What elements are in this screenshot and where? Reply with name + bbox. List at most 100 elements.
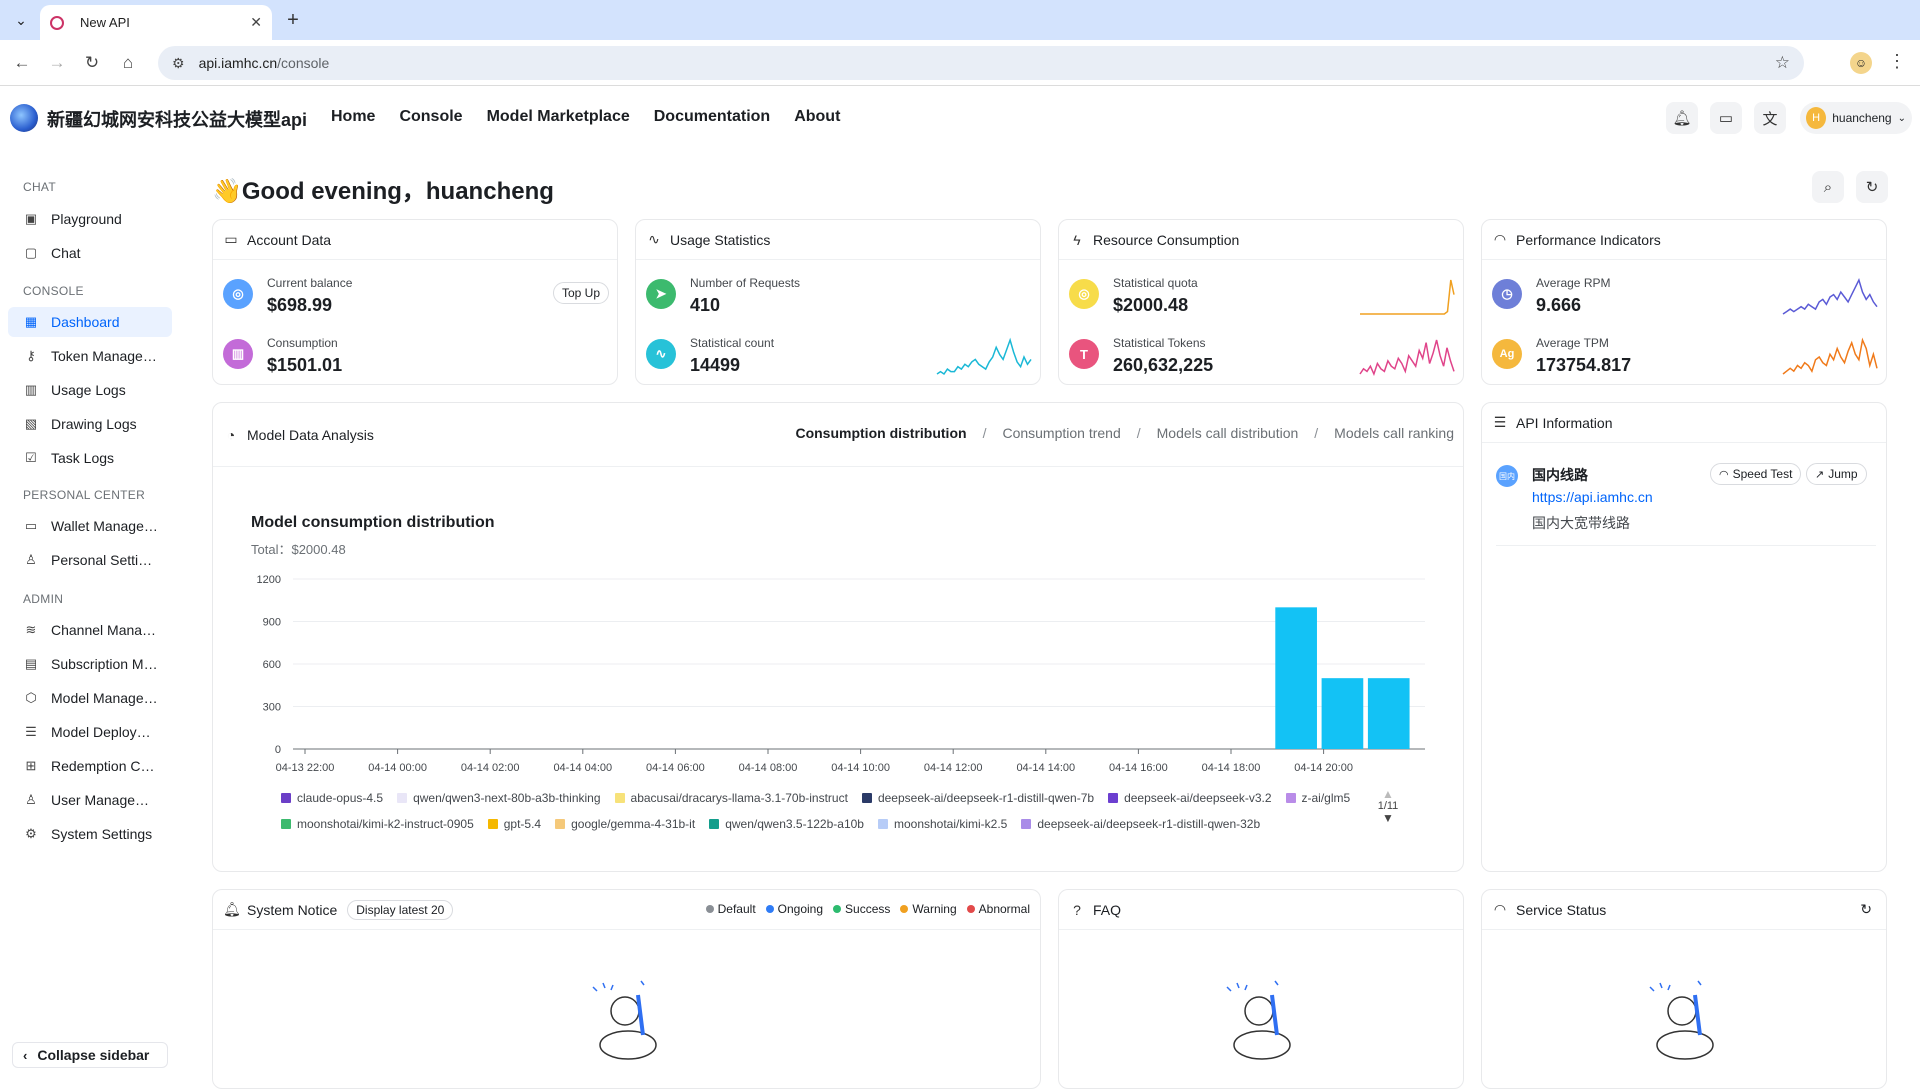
legend-label: abacusai/dracarys-llama-3.1-70b-instruct (630, 791, 848, 805)
legend-label: moonshotai/kimi-k2-instruct-0905 (297, 817, 474, 831)
status-dot (765, 905, 774, 913)
sidebar-item-token-management[interactable]: ⚷ Token Manage… (8, 341, 172, 371)
legend-item[interactable]: gpt-5.4 (487, 817, 541, 831)
back-icon[interactable]: ← (13, 53, 31, 72)
legend-item[interactable]: qwen/qwen3.5-122b-a10b (709, 817, 864, 831)
forward-icon[interactable]: → (48, 53, 66, 72)
browser-tab[interactable]: New API ✕ (40, 5, 272, 40)
refresh-icon[interactable]: ↻ (1856, 171, 1888, 203)
tab-consumption-distribution[interactable]: Consumption distribution (795, 425, 967, 441)
x-tick-label: 04-14 20:00 (1294, 762, 1353, 774)
faq-card: ? FAQ (1058, 889, 1464, 1089)
section-label-personal: PERSONAL CENTER (23, 488, 146, 502)
sidebar-item-channel-management[interactable]: ≋ Channel Mana… (8, 615, 172, 645)
search-icon[interactable]: ⌕ (1812, 171, 1844, 203)
legend-item[interactable]: z-ai/glm5 (1285, 791, 1350, 805)
browser-menu-icon[interactable]: ⋮ (1888, 51, 1906, 71)
bell-icon[interactable]: 🔔︎ (1666, 102, 1698, 134)
cube-icon: ⬡ (25, 690, 37, 705)
sparkline-path (936, 337, 1032, 376)
status-warning: Warning (900, 902, 957, 916)
nav-about[interactable]: About (794, 108, 841, 125)
legend-item[interactable]: google/gemma-4-31b-it (555, 817, 695, 831)
site-logo[interactable] (10, 104, 38, 132)
profile-avatar-icon[interactable]: ☺ (1850, 52, 1872, 74)
home-icon[interactable]: ⌂ (122, 53, 134, 72)
legend-item[interactable]: qwen/qwen3-next-80b-a3b-thinking (397, 791, 601, 805)
address-bar[interactable]: ⚙ api.iamhc.cn/console ☆ (158, 46, 1804, 80)
status-abnormal: Abnormal (966, 902, 1030, 916)
section-label-chat: CHAT (23, 180, 56, 194)
sidebar-item-model-management[interactable]: ⬡ Model Manage… (8, 683, 172, 713)
reload-icon[interactable]: ↻ (84, 53, 100, 72)
status-ongoing: Ongoing (765, 902, 823, 916)
chart-bar (1275, 607, 1317, 749)
sidebar-item-system-settings[interactable]: ⚙ System Settings (8, 819, 172, 849)
legend-item[interactable]: claude-opus-4.5 (281, 791, 383, 805)
tab-models-call-ranking[interactable]: Models call ranking (1334, 425, 1454, 441)
chevron-down-icon: ⌄ (1897, 112, 1906, 124)
legend-item[interactable]: moonshotai/kimi-k2-instruct-0905 (281, 817, 474, 831)
calendar-clock-icon: ▤ (24, 656, 38, 671)
bookmark-star-icon[interactable]: ☆ (1774, 53, 1790, 72)
server-icon: ☰ (1493, 414, 1507, 430)
sidebar-item-task-logs[interactable]: ☑ Task Logs (8, 443, 172, 473)
status-label: Warning (912, 902, 957, 916)
nav-documentation[interactable]: Documentation (653, 108, 771, 125)
top-up-button[interactable]: Top Up (553, 282, 609, 304)
nav-console[interactable]: Console (399, 108, 463, 125)
sidebar-item-chat[interactable]: ▢ Chat (8, 238, 172, 268)
legend-item[interactable]: deepseek-ai/deepseek-r1-distill-qwen-7b (861, 791, 1094, 805)
new-tab-icon[interactable]: + (287, 9, 299, 31)
refresh-icon[interactable]: ↻ (1860, 901, 1872, 917)
sidebar-item-dashboard[interactable]: ▦ Dashboard (8, 307, 172, 337)
status-label: Abnormal (978, 902, 1030, 916)
close-tab-icon[interactable]: ✕ (250, 14, 262, 30)
legend-label: google/gemma-4-31b-it (571, 817, 696, 831)
nav-home[interactable]: Home (331, 108, 376, 125)
sidebar-item-user-management[interactable]: ♙ User Manage… (8, 785, 172, 815)
sidebar-item-label: Dashboard (51, 314, 120, 330)
sidebar-item-drawing-logs[interactable]: ▧ Drawing Logs (8, 409, 172, 439)
balance-value: $698.99 (267, 295, 333, 315)
legend-item[interactable]: deepseek-ai/deepseek-r1-distill-qwen-32b (1021, 817, 1260, 831)
avatar: H (1806, 107, 1827, 129)
tab-consumption-trend[interactable]: Consumption trend (1002, 425, 1121, 441)
sidebar-item-usage-logs[interactable]: ▥ Usage Logs (8, 375, 172, 405)
sidebar-item-redemption[interactable]: ⊞ Redemption C… (8, 751, 172, 781)
sidebar-item-playground[interactable]: ▣ Playground (8, 204, 172, 234)
sidebar-item-personal-settings[interactable]: ♙ Personal Setti… (8, 545, 172, 575)
translate-icon[interactable]: 文 (1754, 102, 1786, 134)
count-stat: ∿ Statistical count 14499 (646, 336, 774, 376)
legend-item[interactable]: moonshotai/kimi-k2.5 (877, 817, 1007, 831)
collapse-sidebar-button[interactable]: ‹ Collapse sidebar (12, 1042, 168, 1068)
site-info-icon[interactable]: ⚙ (172, 54, 185, 71)
divider (1496, 545, 1876, 546)
legend-item[interactable]: deepseek-ai/deepseek-v3.2 (1108, 791, 1272, 805)
consumption-bar-chart: 0 300 600 900 1200 04-13 22:00 04-14 00:00 04-1… (257, 574, 1425, 774)
speed-test-button[interactable]: ◠ Speed Test (1710, 463, 1802, 485)
monitor-icon[interactable]: ▭ (1710, 102, 1742, 134)
user-menu[interactable]: H huancheng ⌄ (1800, 102, 1912, 134)
legend-prev-arrow-icon[interactable]: ▲ (1382, 787, 1394, 801)
x-tick-label: 04-14 18:00 (1202, 762, 1261, 774)
sidebar-item-subscription[interactable]: ▤ Subscription M… (8, 649, 172, 679)
service-status-card: ◠ Service Status ↻ (1481, 889, 1887, 1089)
legend-next-arrow-icon[interactable]: ▼ (1382, 811, 1394, 825)
sidebar-item-wallet[interactable]: ▭ Wallet Manage… (8, 511, 172, 541)
sidebar-item-model-deployment[interactable]: ☰ Model Deploy… (8, 717, 172, 747)
text-icon: T (1069, 339, 1099, 369)
tab-models-call-distribution[interactable]: Models call distribution (1156, 425, 1299, 441)
x-tick-label: 04-14 06:00 (646, 762, 705, 774)
site-brand[interactable]: 新疆幻城网安科技公益大模型api (47, 110, 308, 130)
legend-item[interactable]: abacusai/dracarys-llama-3.1-70b-instruct (614, 791, 848, 805)
tab-search-chevron-icon[interactable]: ⌄ (15, 11, 27, 28)
nav-model-marketplace[interactable]: Model Marketplace (486, 108, 630, 125)
jump-button[interactable]: ↗ Jump (1806, 463, 1867, 485)
balance-label: Current balance (267, 276, 353, 290)
count-label: Statistical count (690, 336, 775, 350)
username: huancheng (1832, 111, 1892, 125)
sparkline-path (1782, 277, 1878, 315)
route-url[interactable]: https://api.iamhc.cn (1532, 489, 1653, 505)
route-name: 国内线路 (1532, 467, 1588, 483)
